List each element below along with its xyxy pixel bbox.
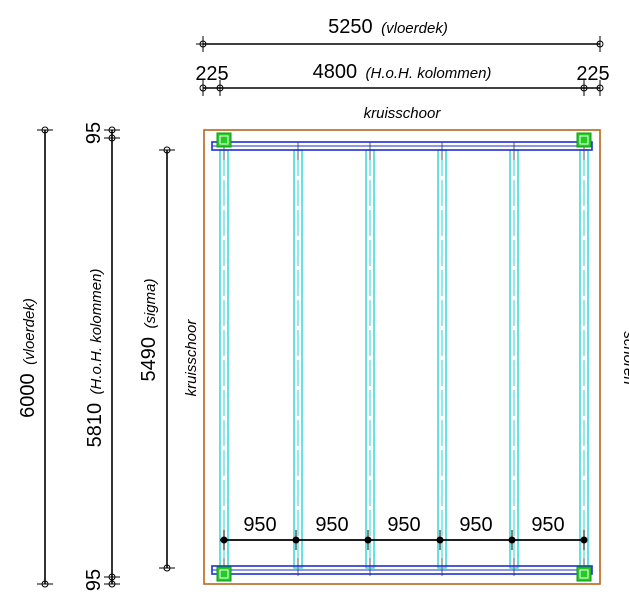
columns <box>216 132 592 582</box>
sigma-members <box>219 142 589 576</box>
label-right-bracing: schoren <box>620 331 629 384</box>
svg-text:5810 (H.o.H. kolommen): 5810 (H.o.H. kolommen) <box>84 269 106 448</box>
spacing-tick <box>292 530 300 550</box>
spacing-tick <box>508 530 516 550</box>
svg-text:4800 (H.o.H. kolommen): 4800 (H.o.H. kolommen) <box>313 61 492 83</box>
column-post <box>576 566 592 582</box>
spacing-label: 950 <box>243 514 276 536</box>
sigma-member <box>365 142 375 576</box>
spacing-label: 950 <box>315 514 348 536</box>
column-post <box>216 566 232 582</box>
spacing-label: 950 <box>531 514 564 536</box>
dim-side-height: 6000 (vloerdek) <box>17 126 53 588</box>
label-top-bracing: kruisschoor <box>364 105 442 122</box>
dim-column-height: 95 95 5810 (H.o.H. kolommen) <box>83 122 120 591</box>
column-post <box>216 132 232 148</box>
dim-top-offset: 95 <box>83 122 105 144</box>
dim-side-height-value: 6000 <box>17 373 39 418</box>
spacing-tick <box>436 530 444 550</box>
dim-spacings: 950 950 950 950 950 <box>220 514 588 550</box>
beam-bottom <box>211 565 593 575</box>
dim-column-height-label: (H.o.H. kolommen) <box>88 269 105 395</box>
svg-text:5490 (sigma): 5490 (sigma) <box>138 279 160 382</box>
sigma-member <box>437 142 447 576</box>
dim-right-offset: 225 <box>576 63 609 85</box>
dim-column-width-label: (H.o.H. kolommen) <box>366 65 492 82</box>
spacing-label: 950 <box>387 514 420 536</box>
deck-outline <box>203 129 601 585</box>
beam-top <box>211 141 593 151</box>
dim-column-width-value: 4800 <box>313 61 358 83</box>
sigma-member <box>579 142 589 576</box>
sigma-member <box>293 142 303 576</box>
dim-column-width: 225 225 4800 (H.o.H. kolommen) <box>195 61 610 96</box>
dim-side-height-label: (vloerdek) <box>21 298 38 365</box>
label-left-bracing: kruisschoor <box>183 319 200 397</box>
spacing-tick <box>220 530 228 550</box>
dim-top-width: 5250 (vloerdek) <box>196 16 604 52</box>
dim-sigma-height-label: (sigma) <box>142 279 159 329</box>
dim-bottom-offset: 95 <box>83 569 105 591</box>
dim-left-offset: 225 <box>195 63 228 85</box>
sigma-member <box>219 142 229 576</box>
spacing-tick <box>580 530 588 550</box>
svg-text:5250 (vloerdek): 5250 (vloerdek) <box>328 16 448 38</box>
dim-sigma-height: 5490 (sigma) <box>138 146 175 572</box>
spacing-tick <box>364 530 372 550</box>
spacing-label: 950 <box>459 514 492 536</box>
dim-column-height-value: 5810 <box>84 403 106 448</box>
svg-text:6000 (vloerdek): 6000 (vloerdek) <box>17 298 39 418</box>
column-post <box>576 132 592 148</box>
dim-top-width-label: (vloerdek) <box>381 20 448 37</box>
sigma-member <box>509 142 519 576</box>
dim-sigma-height-value: 5490 <box>138 337 160 382</box>
dim-top-width-value: 5250 <box>328 16 373 38</box>
